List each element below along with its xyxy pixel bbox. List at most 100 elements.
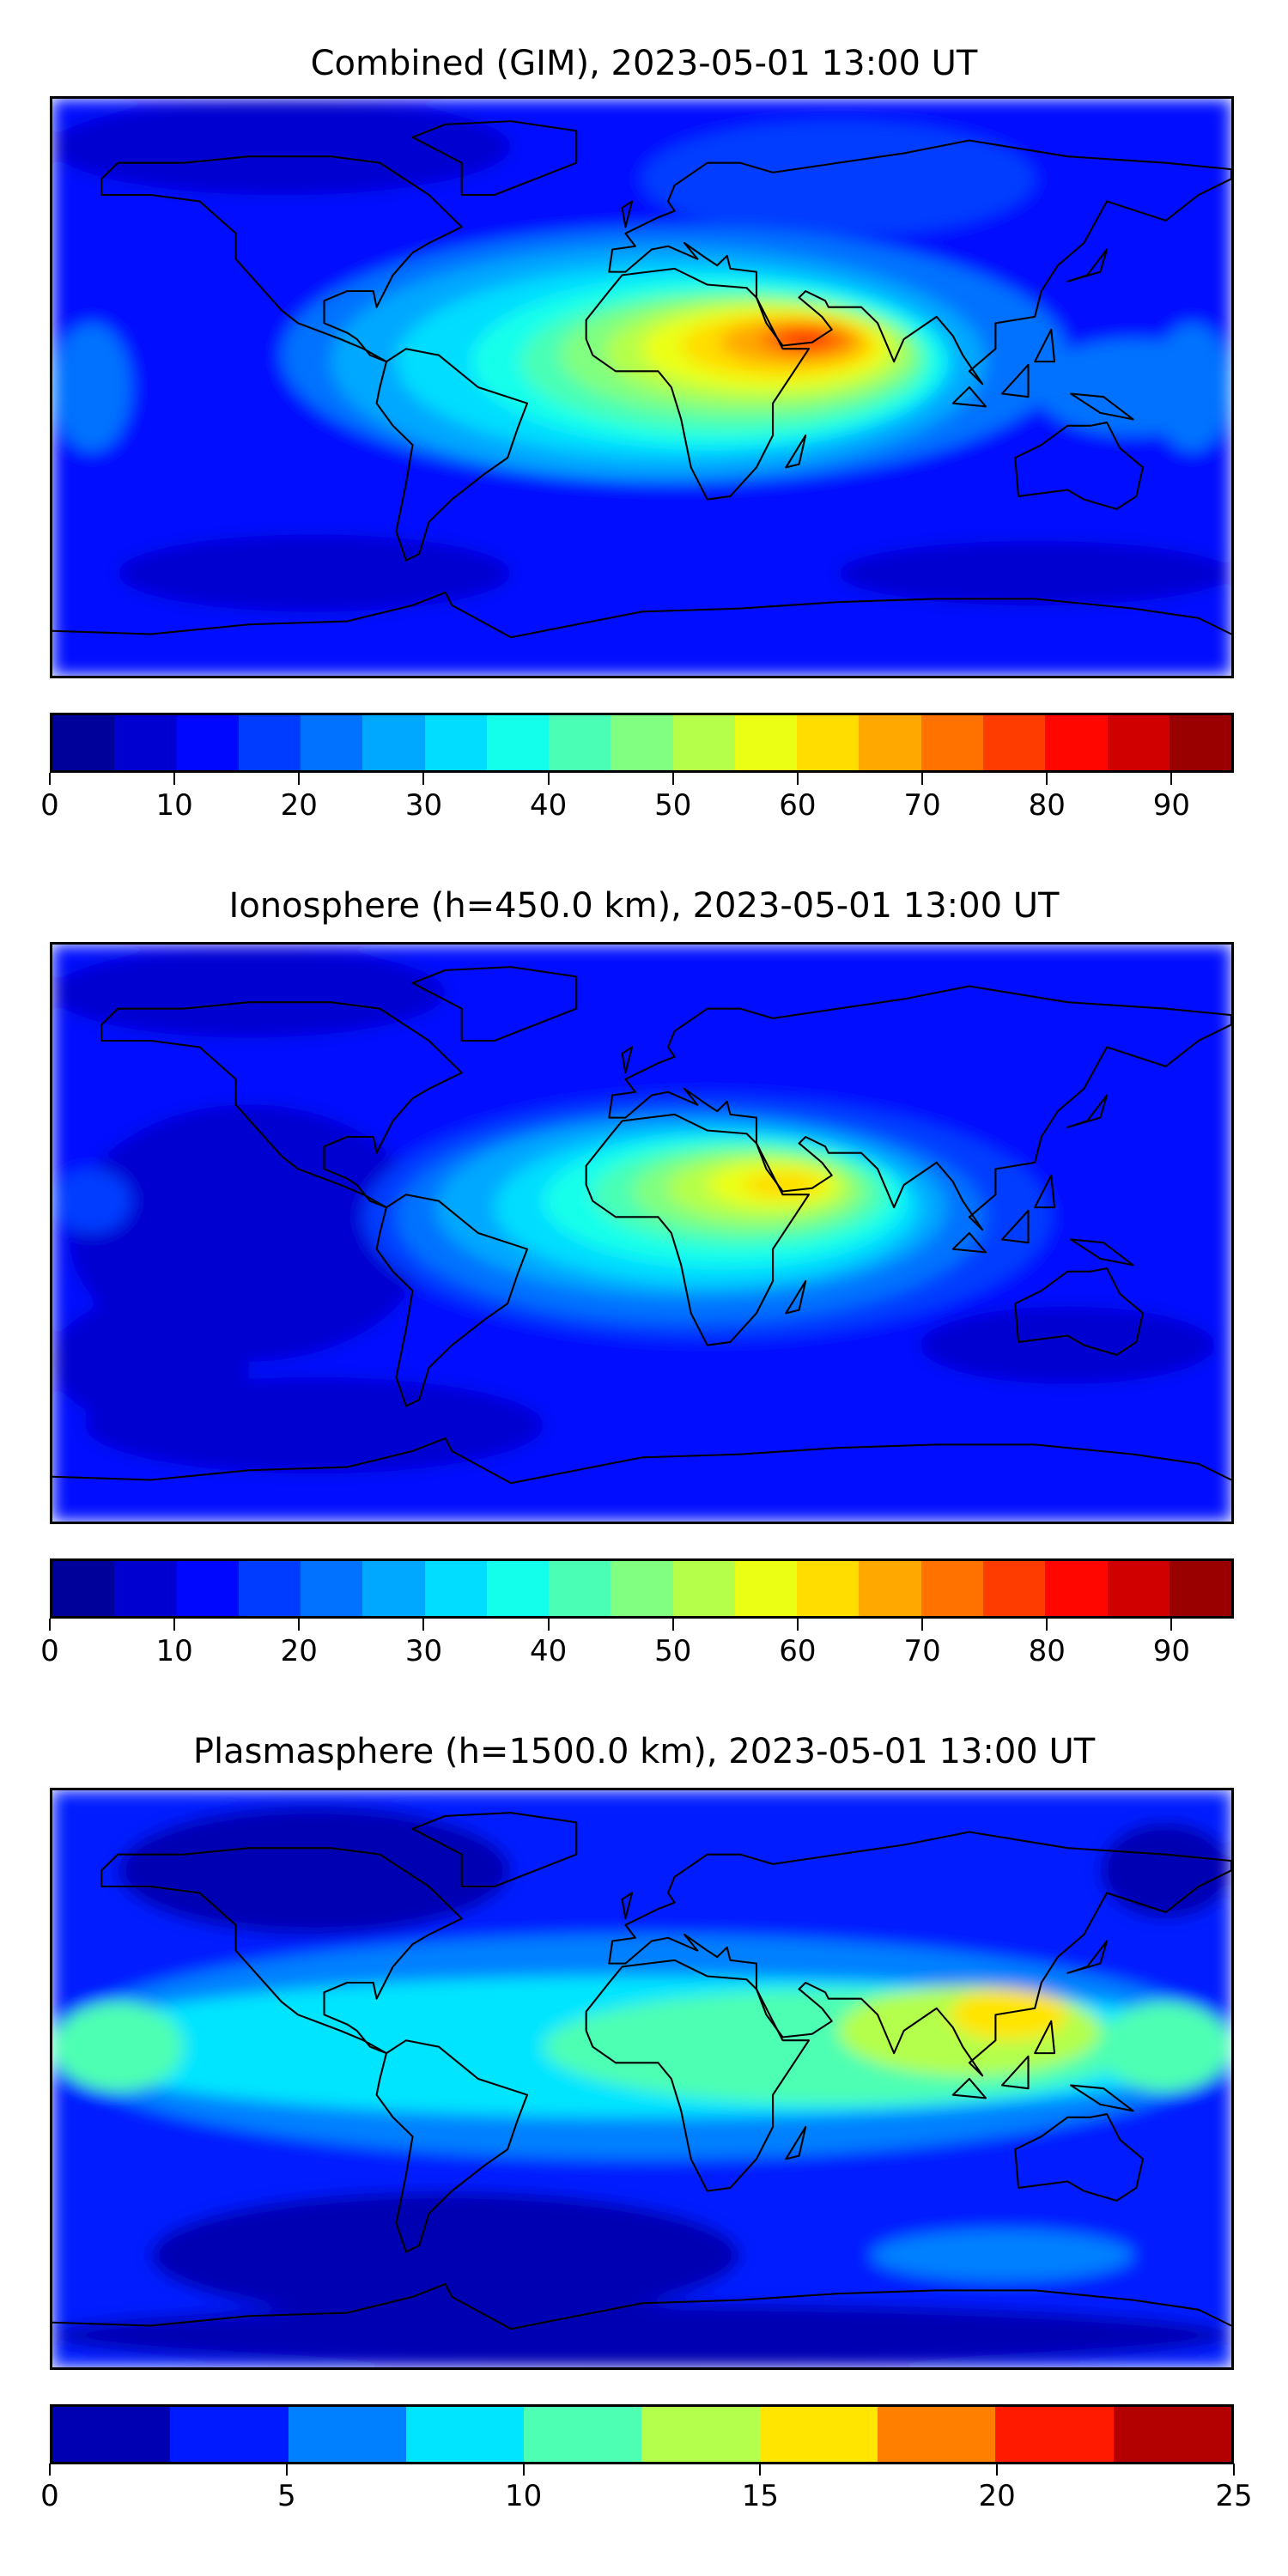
coastline — [608, 139, 1231, 386]
colorbar-tick-label: 80 — [1028, 1634, 1066, 1668]
coastline — [411, 120, 578, 197]
contour-level — [920, 1306, 1215, 1384]
colorbar-tick-label: 5 — [276, 2479, 296, 2513]
coastline — [1034, 2020, 1056, 2055]
contour-level — [52, 323, 131, 452]
contour-level — [1100, 2002, 1231, 2092]
coastline — [951, 386, 987, 408]
colorbar-bin — [405, 2407, 525, 2462]
coastline — [1034, 1174, 1056, 1209]
colorbar-tick-label: 10 — [155, 1634, 193, 1668]
coastline — [1000, 1209, 1030, 1244]
colorbar-tick-label: 25 — [1215, 2479, 1253, 2513]
colorbar-bin — [52, 715, 115, 770]
colorbar-bin — [878, 2407, 996, 2462]
colorbar-tick-label: 30 — [404, 1634, 443, 1668]
contour-level — [52, 1169, 131, 1233]
colorbar-ticks: 0 10 20 30 40 50 60 70 80 90 — [40, 1619, 1234, 1687]
colorbar-tick-label: 15 — [741, 2479, 780, 2513]
colorbar-bin — [797, 1561, 860, 1616]
colorbar-tick-label: 70 — [903, 1634, 941, 1668]
coastline — [1014, 1267, 1145, 1356]
colorbar-tick — [547, 773, 550, 785]
colorbar-tick — [671, 1619, 674, 1631]
coastline — [585, 1113, 811, 1346]
colorbar-bin — [797, 715, 860, 770]
colorbar-bin — [238, 715, 301, 770]
colorbar-tick-label: 60 — [779, 788, 817, 823]
colorbar-tick — [1046, 773, 1048, 785]
colorbar-tick — [285, 2464, 288, 2476]
coastlines — [52, 966, 1231, 1485]
colorbar-combined — [50, 713, 1234, 773]
colorbar-bin — [672, 1561, 735, 1616]
colorbar-bin — [1045, 1561, 1108, 1616]
colorbar-bin — [920, 715, 983, 770]
coastline — [1070, 392, 1134, 421]
colorbar-bin — [1107, 715, 1170, 770]
colorbar-tick — [1170, 1619, 1173, 1631]
coastline — [1000, 363, 1030, 398]
colorbar-tick — [173, 773, 176, 785]
colorbar-bin — [524, 2407, 642, 2462]
colorbar-tick — [1046, 1619, 1048, 1631]
contour-level — [1035, 339, 1231, 435]
colorbar-bin — [672, 715, 735, 770]
colorbar-tick — [921, 773, 924, 785]
map-plasmasphere — [50, 1788, 1234, 2370]
contour-level — [69, 1104, 429, 1362]
colorbar-bin — [486, 715, 550, 770]
colorbar-tick — [522, 2464, 525, 2476]
colorbar-bin — [176, 715, 239, 770]
colorbar-ticks: 0 5 10 15 20 25 — [40, 2464, 1253, 2532]
contour-level — [52, 947, 446, 1038]
coastlines — [52, 120, 1231, 639]
coastline — [375, 2039, 529, 2253]
coastline — [1066, 1940, 1109, 1974]
coastline — [608, 1831, 1231, 2077]
coastline — [1014, 2113, 1145, 2202]
panel-title: Ionosphere (h=450.0 km), 2023-05-01 13:0… — [228, 886, 1060, 926]
colorbar-tick-label: 90 — [1152, 788, 1191, 823]
contour-level — [52, 2002, 184, 2092]
coastline — [411, 966, 578, 1042]
contour-level — [838, 541, 1231, 605]
coastline — [621, 1046, 634, 1074]
colorbar-bin — [759, 2407, 878, 2462]
colorbar-bin — [549, 715, 611, 770]
coastline — [1070, 1238, 1134, 1267]
colorbar-tick-label: 90 — [1152, 1634, 1191, 1668]
panel-title: Combined (GIM), 2023-05-01 13:00 UT — [310, 44, 978, 83]
colorbar-bin — [176, 1561, 239, 1616]
colorbar-bin — [611, 715, 673, 770]
colorbar-bin — [52, 2407, 171, 2462]
colorbar-tick-label: 50 — [654, 1634, 692, 1668]
coastline — [951, 1231, 987, 1254]
coastline — [100, 1847, 463, 2055]
colorbar-bin — [238, 1561, 301, 1616]
colorbar-tick — [173, 1619, 176, 1631]
colorbar-tick — [671, 773, 674, 785]
colorbar-tick — [759, 2464, 762, 2476]
colorbar-tick-label: 10 — [504, 2479, 543, 2513]
contour-level — [118, 1806, 511, 1935]
contour-level — [118, 534, 511, 612]
colorbar-tick-label: 0 — [40, 788, 59, 823]
colorbar-tick-label: 0 — [40, 2479, 59, 2513]
contour-level — [743, 1172, 823, 1198]
coastline — [375, 348, 529, 562]
contour-level — [871, 2229, 1133, 2281]
colorbar-tick — [422, 773, 425, 785]
colorbar-tick-label: 70 — [903, 788, 941, 823]
colorbar-tick — [1233, 2464, 1235, 2476]
contour-level — [85, 1377, 544, 1473]
colorbar-bin — [362, 1561, 425, 1616]
colorbar-tick — [796, 773, 799, 785]
colorbar-tick-label: 30 — [404, 788, 443, 823]
colorbar-tick — [49, 1619, 51, 1631]
colorbar-tick — [422, 1619, 425, 1631]
coastline — [1070, 2084, 1134, 2112]
coastline — [785, 2125, 807, 2160]
colorbar-bin — [611, 1561, 673, 1616]
coastline — [1000, 2055, 1030, 2090]
